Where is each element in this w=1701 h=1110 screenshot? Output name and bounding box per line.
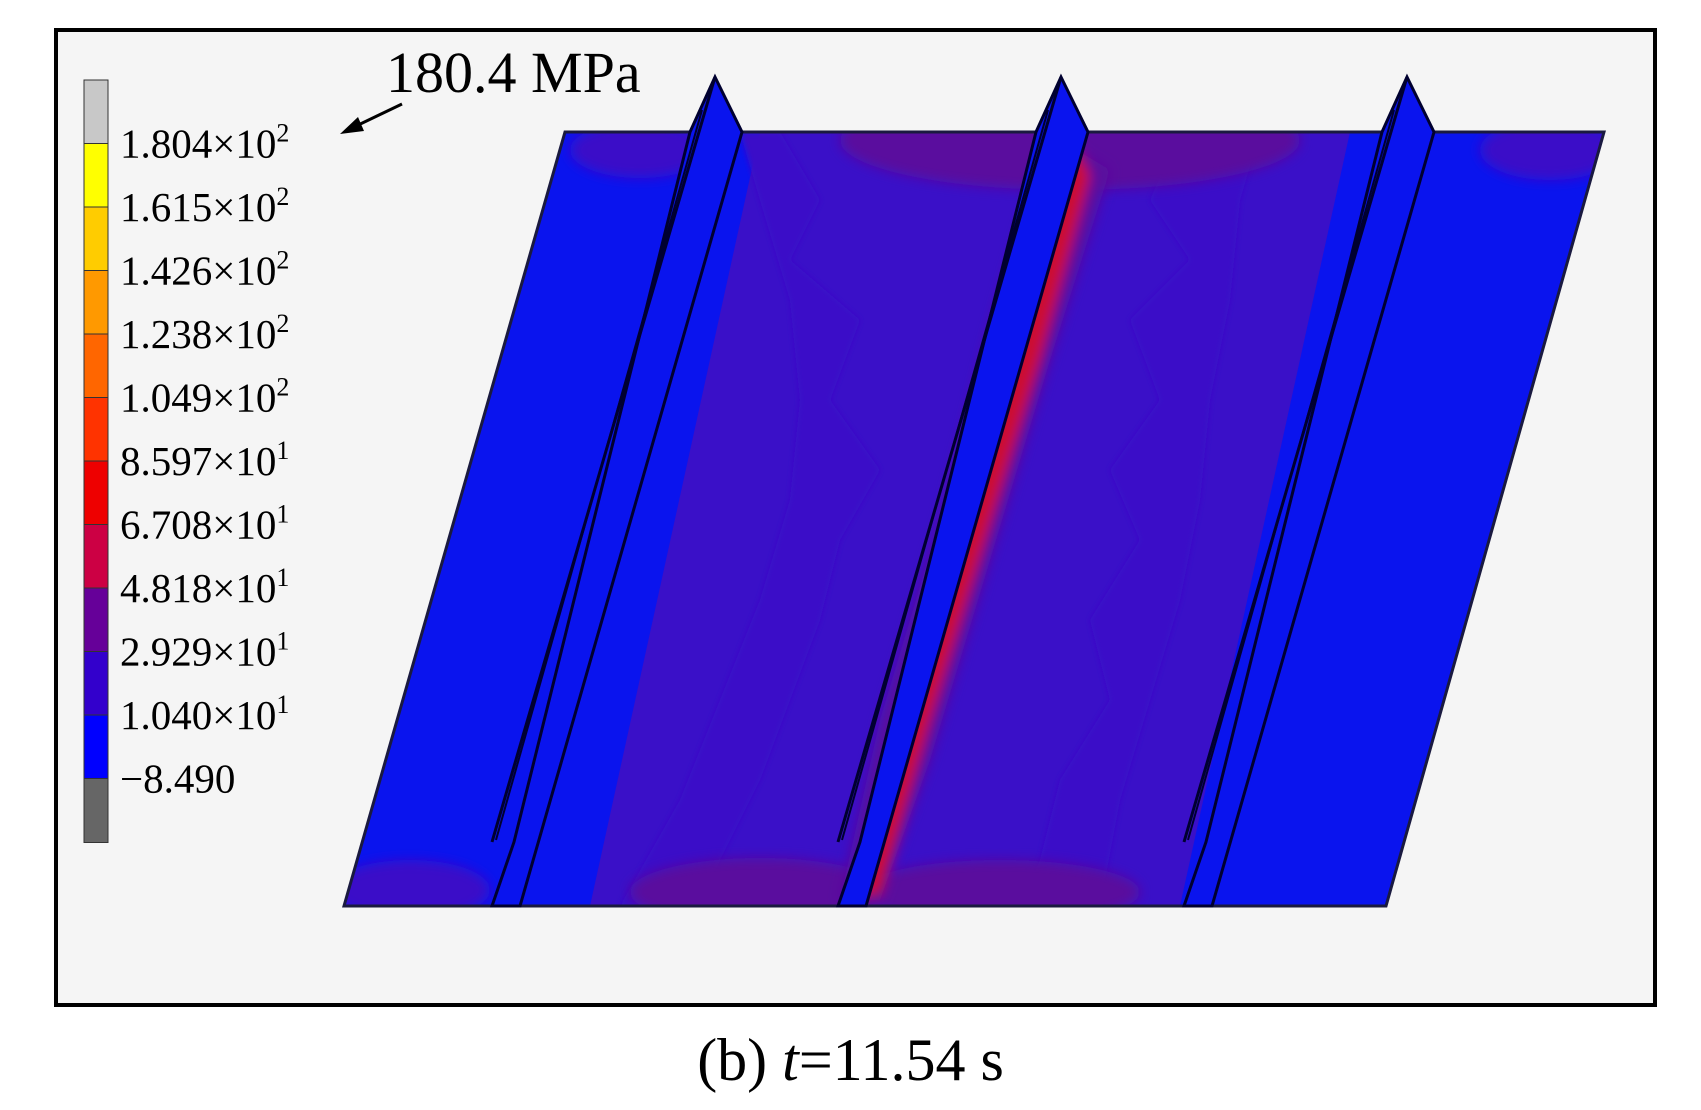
legend-swatch <box>83 460 109 526</box>
legend-swatch <box>83 143 109 208</box>
legend-label: 1.040×101 <box>120 690 289 738</box>
purple-lobe-top-left <box>570 132 710 178</box>
legend-label: 1.049×102 <box>120 373 289 421</box>
legend-swatch <box>83 524 109 589</box>
purple-lobe-bottom-left <box>630 858 890 906</box>
legend-label: −8.490 <box>120 756 235 802</box>
legend-swatch <box>83 778 109 843</box>
stress-band-jagged-left <box>620 132 880 906</box>
max-stress-annotation: 180.4 MPa <box>386 40 641 105</box>
stress-band-jagged-right <box>1020 132 1260 906</box>
legend-color-bar <box>83 79 109 843</box>
stiffener-right <box>1181 73 1436 908</box>
legend-swatch <box>83 206 109 272</box>
legend-label: 1.804×102 <box>120 119 289 167</box>
caption-variable: t <box>782 1027 799 1093</box>
legend-swatch <box>83 333 109 399</box>
stiffener-center <box>835 73 1090 908</box>
legend-swatch <box>83 79 109 145</box>
caption-value: =11.54 s <box>798 1027 1004 1093</box>
legend-swatch <box>83 397 109 462</box>
legend-label: 4.818×101 <box>120 563 289 611</box>
legend-labels: 1.804×102 1.615×102 1.426×102 1.238×102 1.04… <box>120 119 289 802</box>
caption-label: (b) <box>697 1027 768 1093</box>
figure-caption: (b) t=11.54 s <box>0 1030 1701 1090</box>
purple-lobe-bottom-right <box>860 860 1140 906</box>
legend-label: 1.238×102 <box>120 309 289 357</box>
legend-label: 2.929×101 <box>120 627 289 675</box>
legend-label: 1.426×102 <box>120 246 289 294</box>
legend-label: 8.597×101 <box>120 436 289 484</box>
legend-swatch <box>83 270 109 335</box>
legend-swatch <box>83 714 109 780</box>
annotation-arrow <box>340 102 403 134</box>
stiffener-left <box>489 73 744 908</box>
legend-swatch <box>83 587 109 653</box>
legend-label: 1.615×102 <box>120 182 289 230</box>
legend-label: 6.708×101 <box>120 500 289 548</box>
purple-lobe-top-right <box>1480 132 1604 180</box>
plate-outline <box>342 130 1606 908</box>
legend-swatch <box>83 651 109 716</box>
